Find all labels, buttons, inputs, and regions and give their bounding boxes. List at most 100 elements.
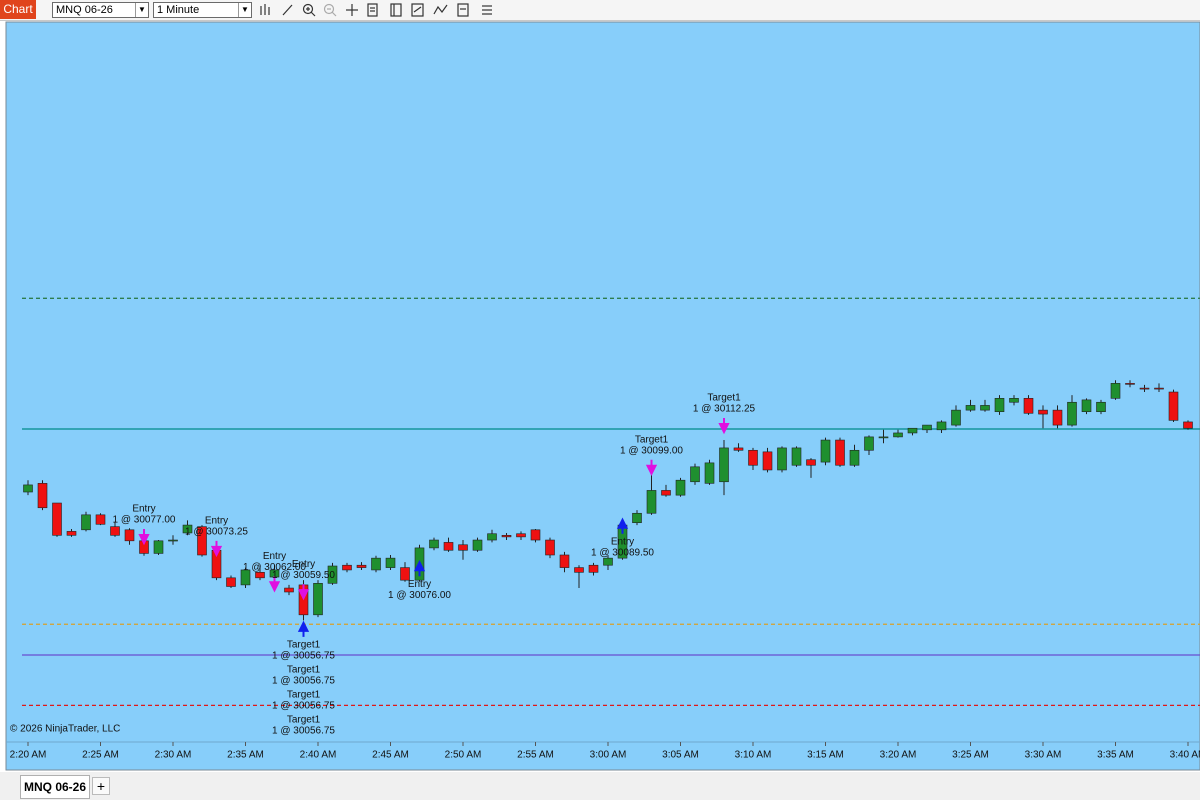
candle-body bbox=[313, 583, 323, 616]
properties-icon[interactable] bbox=[390, 3, 402, 17]
execution-label: Target1 bbox=[287, 714, 321, 725]
candle-body bbox=[255, 572, 265, 579]
execution-arrow bbox=[297, 584, 310, 601]
indicators-icon[interactable] bbox=[433, 4, 448, 15]
candle-body bbox=[574, 567, 584, 573]
chart-button[interactable]: Chart bbox=[0, 0, 36, 19]
x-tick-label: 3:15 AM bbox=[807, 750, 844, 761]
execution-text: 1 @ 30056.75 bbox=[272, 675, 335, 686]
x-tick-label: 3:00 AM bbox=[590, 750, 627, 761]
x-tick-label: 3:10 AM bbox=[735, 750, 772, 761]
candle-body bbox=[661, 490, 671, 496]
zoom-in-icon[interactable] bbox=[302, 3, 316, 17]
x-tick-label: 3:30 AM bbox=[1025, 750, 1062, 761]
candle-body bbox=[646, 490, 657, 514]
strategies-icon[interactable] bbox=[411, 3, 424, 17]
add-tab[interactable]: + bbox=[92, 777, 110, 795]
candle-body bbox=[356, 564, 367, 568]
execution-label: Entry bbox=[611, 536, 634, 547]
candle-body bbox=[690, 466, 700, 483]
execution-text: 1 @ 30089.50 bbox=[591, 547, 654, 558]
instrument-select[interactable]: MNQ 06-26 ▼ bbox=[52, 2, 149, 18]
x-tick-label: 3:25 AM bbox=[952, 750, 989, 761]
candle-body bbox=[1183, 421, 1193, 429]
execution-text: 1 @ 30076.00 bbox=[388, 590, 451, 601]
templates-icon[interactable] bbox=[457, 3, 469, 17]
candle-body bbox=[632, 512, 642, 524]
candle-body bbox=[864, 436, 874, 451]
candle-body bbox=[1009, 398, 1019, 403]
execution-text: 1 @ 30077.00 bbox=[113, 515, 176, 526]
candle-body bbox=[806, 459, 816, 466]
candle-body bbox=[124, 529, 135, 542]
execution-arrow bbox=[616, 517, 629, 534]
candle-body bbox=[748, 449, 758, 466]
x-tick-label: 3:35 AM bbox=[1097, 750, 1134, 761]
candle-body bbox=[893, 432, 903, 438]
data-box-icon[interactable] bbox=[367, 3, 378, 17]
execution-text: 1 @ 30056.75 bbox=[272, 725, 335, 736]
execution-arrow bbox=[138, 529, 150, 546]
candle-body bbox=[791, 447, 802, 466]
tab-bar: MNQ 06-26 + bbox=[0, 772, 1200, 800]
candle-body bbox=[951, 409, 961, 426]
x-tick-label: 3:05 AM bbox=[662, 750, 699, 761]
candle-body bbox=[1125, 383, 1135, 385]
candle-body bbox=[197, 526, 207, 556]
x-tick-label: 2:50 AM bbox=[445, 750, 482, 761]
candle-body bbox=[284, 587, 294, 593]
candle-body bbox=[603, 557, 613, 566]
x-tick-label: 2:55 AM bbox=[517, 750, 554, 761]
x-tick-label: 2:40 AM bbox=[300, 750, 337, 761]
execution-label: Entry bbox=[132, 504, 155, 515]
candle-body bbox=[240, 569, 251, 586]
instrument-text: MNQ 06-26 bbox=[56, 4, 113, 16]
candle-body bbox=[182, 524, 193, 534]
zoom-out-icon[interactable] bbox=[323, 3, 337, 17]
execution-arrow bbox=[297, 620, 310, 637]
candle-body bbox=[1081, 399, 1092, 413]
candle-body bbox=[719, 447, 729, 483]
candle-body bbox=[458, 544, 468, 551]
list-icon[interactable] bbox=[482, 5, 492, 15]
bars-icon[interactable] bbox=[260, 4, 270, 15]
x-tick-label: 3:20 AM bbox=[880, 750, 917, 761]
candle-body bbox=[733, 447, 744, 451]
candle-body bbox=[762, 451, 773, 471]
candle-body bbox=[588, 564, 599, 573]
execution-text: 1 @ 30056.75 bbox=[272, 700, 335, 711]
dropdown-arrow: ▼ bbox=[135, 3, 148, 17]
candle-body bbox=[704, 462, 715, 484]
x-tick-label: 2:45 AM bbox=[372, 750, 409, 761]
dropdown-arrow: ▼ bbox=[238, 3, 251, 17]
candle-body bbox=[936, 421, 947, 431]
candle-body bbox=[400, 567, 410, 581]
candle-body bbox=[1067, 401, 1077, 426]
candle-body bbox=[226, 577, 236, 587]
candle-body bbox=[922, 424, 932, 431]
candle-body bbox=[980, 405, 990, 411]
x-tick-label: 2:20 AM bbox=[10, 750, 47, 761]
execution-text: 1 @ 30099.00 bbox=[620, 445, 683, 456]
x-tick-label: 2:30 AM bbox=[155, 750, 192, 761]
candle-body bbox=[675, 479, 686, 496]
tab[interactable]: MNQ 06-26 bbox=[20, 775, 90, 799]
execution-label: Target1 bbox=[707, 393, 741, 404]
draw-icon[interactable] bbox=[282, 4, 293, 16]
candle-body bbox=[1154, 387, 1164, 390]
candle-body bbox=[559, 554, 570, 568]
execution-text: 1 @ 30056.75 bbox=[272, 650, 335, 661]
candle-body bbox=[820, 439, 831, 463]
candle-body bbox=[168, 539, 178, 542]
candle-body bbox=[81, 514, 91, 531]
candle-body bbox=[849, 449, 860, 466]
execution-text: 1 @ 30073.25 bbox=[185, 527, 248, 538]
interval-select[interactable]: 1 Minute ▼ bbox=[153, 2, 252, 18]
plot-background bbox=[5, 21, 1200, 771]
crosshair-icon[interactable] bbox=[346, 4, 358, 16]
candle-body bbox=[1168, 391, 1179, 421]
candle-body bbox=[907, 427, 918, 434]
candle-body bbox=[487, 533, 497, 541]
